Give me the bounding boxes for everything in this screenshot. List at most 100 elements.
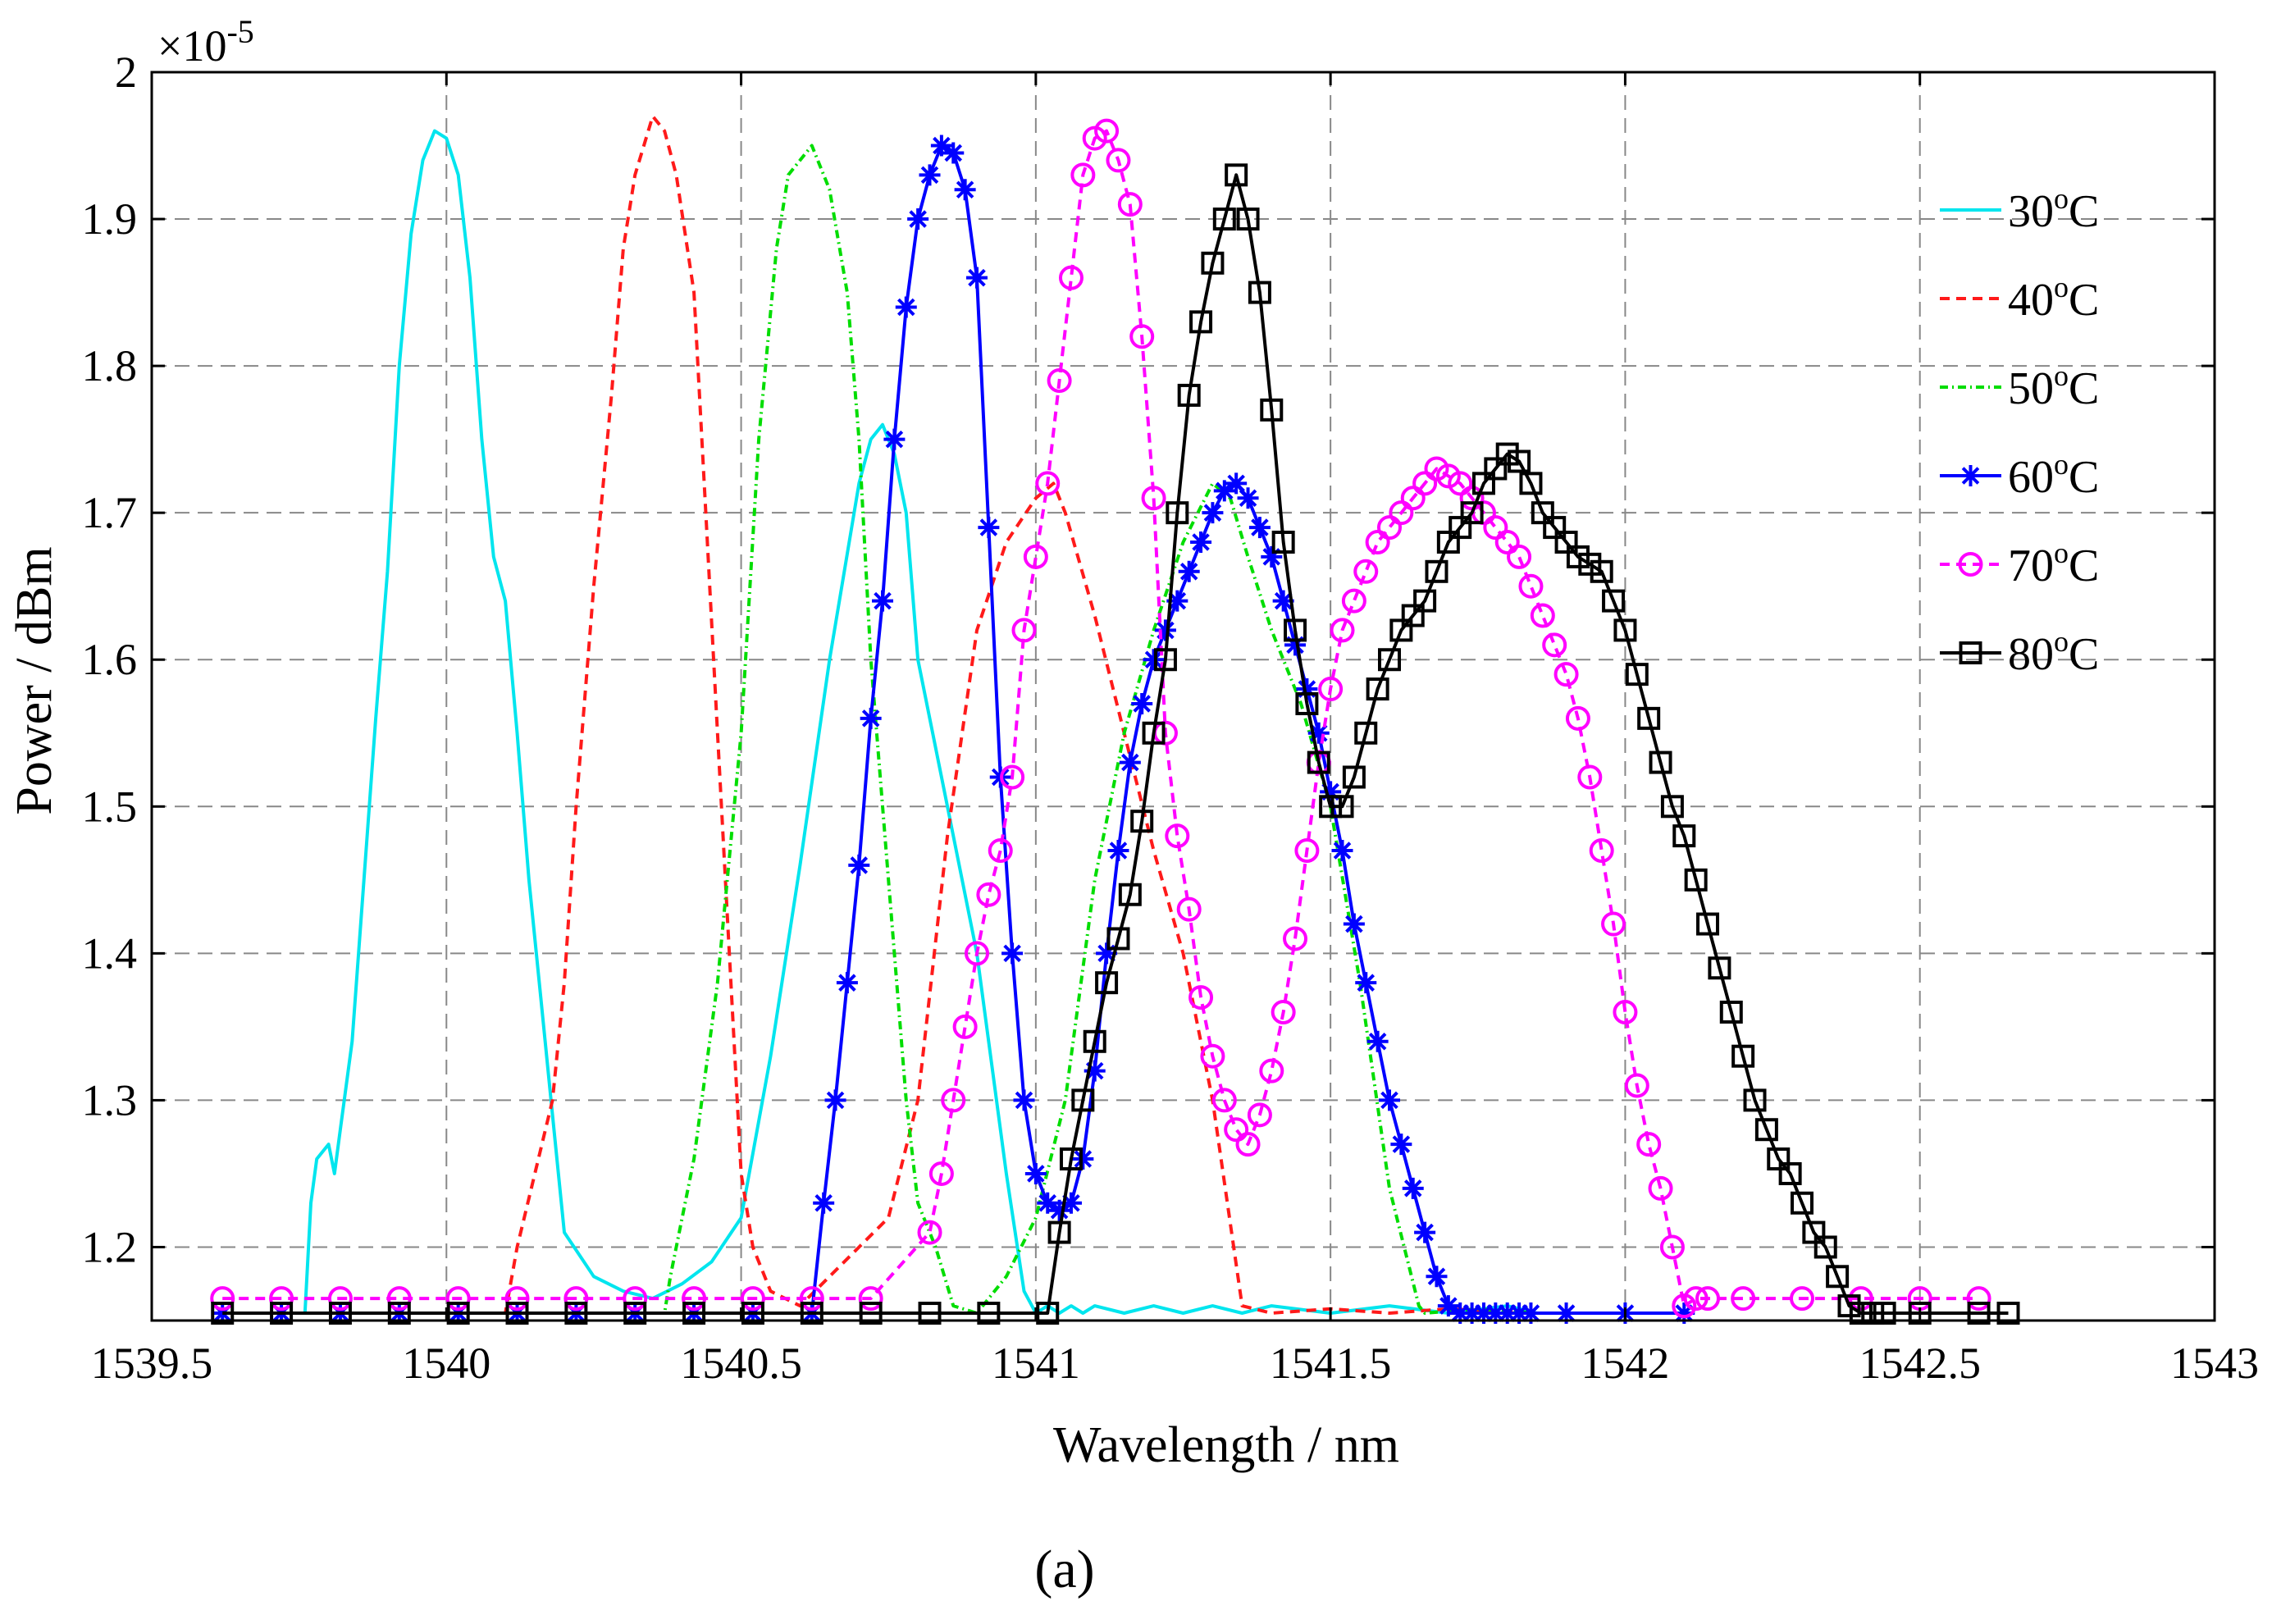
legend-item: 50oC	[1940, 359, 2099, 414]
series-line	[222, 114, 1537, 1315]
square-marker	[1826, 1265, 1850, 1289]
star-marker	[1237, 487, 1259, 509]
circle-marker	[1353, 559, 1379, 584]
legend-label: 50oC	[2008, 359, 2099, 414]
circle-marker	[1094, 118, 1120, 144]
circle-marker	[1659, 1234, 1685, 1260]
star-marker	[813, 1192, 835, 1214]
star-marker	[1520, 1302, 1542, 1325]
square-marker	[1778, 1161, 1802, 1185]
circle-marker	[1542, 632, 1567, 658]
legend-item: 30oC	[1940, 182, 2099, 237]
circle-marker	[1494, 529, 1520, 554]
circle-marker	[269, 1286, 294, 1312]
star-marker	[1166, 590, 1188, 612]
square-marker	[1660, 795, 1684, 819]
star-marker	[1261, 545, 1283, 568]
star-marker	[966, 267, 988, 289]
square-marker	[1637, 706, 1661, 730]
square-marker	[623, 1302, 647, 1325]
series-line	[222, 129, 1538, 1315]
circle-marker	[1035, 471, 1061, 496]
legend-label: 80oC	[2008, 625, 2099, 680]
circle-marker	[1000, 764, 1025, 790]
star-marker	[860, 707, 882, 729]
star-marker	[1390, 1134, 1412, 1156]
circle-marker	[1188, 985, 1214, 1010]
figure-caption: (a)	[1034, 1540, 1094, 1599]
square-marker	[1284, 618, 1307, 642]
circle-marker	[1330, 618, 1355, 643]
star-marker	[1072, 1148, 1094, 1170]
x-tick-label: 1542	[1581, 1339, 1669, 1388]
square-marker	[800, 1302, 823, 1325]
series-40c	[222, 114, 1537, 1315]
plot-frame	[150, 71, 2216, 1322]
star-marker	[1331, 840, 1353, 862]
star-marker	[1379, 1089, 1400, 1111]
circle-marker	[563, 1286, 589, 1312]
circle-marker	[952, 1014, 978, 1039]
star-marker	[1060, 1192, 1082, 1214]
star-marker	[1084, 1060, 1106, 1082]
circle-marker	[1731, 1286, 1756, 1312]
y-tick-label: 1.6	[82, 635, 138, 684]
square-marker	[1319, 795, 1343, 819]
circle-marker	[1129, 324, 1155, 349]
square-marker	[1236, 208, 1260, 231]
square-marker	[1471, 472, 1495, 495]
square-marker	[1495, 442, 1519, 466]
star-marker	[1437, 1295, 1459, 1317]
square-marker	[1837, 1294, 1861, 1318]
star-marker	[1013, 1089, 1035, 1111]
square-marker	[1271, 530, 1295, 554]
circle-marker	[976, 882, 1001, 907]
square-marker	[1413, 589, 1437, 613]
circle-marker	[1106, 148, 1131, 173]
square-marker	[1802, 1220, 1826, 1244]
square-marker	[1106, 927, 1130, 951]
y-tick-label: 2	[115, 48, 137, 97]
circle-marker	[740, 1286, 765, 1312]
circle-marker	[1365, 529, 1390, 554]
square-marker	[1861, 1302, 1885, 1325]
y-multiplier-label: ×10-5	[157, 13, 254, 71]
legend-item: 80oC	[1940, 625, 2099, 680]
y-tick-label: 1.2	[82, 1222, 138, 1271]
circle-marker	[965, 941, 989, 966]
star-marker	[1959, 465, 1982, 486]
circle-marker	[1023, 544, 1048, 569]
axes: 1539.5 1540 1540.5 1541 1541.5 1542 1542.5 1543…	[82, 48, 2260, 1388]
square-marker	[1578, 552, 1602, 576]
star-marker	[872, 590, 894, 612]
square-marker	[1731, 1044, 1755, 1068]
star-marker	[1414, 1221, 1436, 1243]
circle-marker	[1235, 1132, 1261, 1157]
star-marker	[1449, 1302, 1471, 1325]
circle-marker	[1530, 603, 1555, 628]
circle-marker	[1613, 999, 1638, 1024]
square-marker	[1554, 530, 1578, 554]
circle-marker	[1483, 515, 1508, 541]
square-marker	[1849, 1302, 1873, 1325]
circle-marker	[1624, 1073, 1649, 1098]
circle-marker	[1165, 823, 1190, 849]
star-marker	[1202, 502, 1224, 524]
legend-item: 60oC	[1940, 448, 2099, 503]
circle-marker	[1577, 764, 1603, 790]
star-marker	[1154, 619, 1176, 641]
square-marker	[1813, 1235, 1837, 1259]
y-tick-label: 1.9	[82, 194, 138, 244]
star-marker	[907, 208, 929, 230]
square-marker	[1212, 208, 1236, 231]
star-marker	[1485, 1302, 1507, 1325]
circle-marker	[1648, 1175, 1673, 1201]
square-marker	[1142, 721, 1166, 745]
series-80c	[211, 163, 2020, 1325]
square-marker	[270, 1302, 294, 1325]
series-30c	[222, 129, 1538, 1315]
square-marker	[1708, 956, 1731, 980]
square-marker	[1248, 281, 1271, 304]
circle-marker	[1553, 662, 1579, 687]
